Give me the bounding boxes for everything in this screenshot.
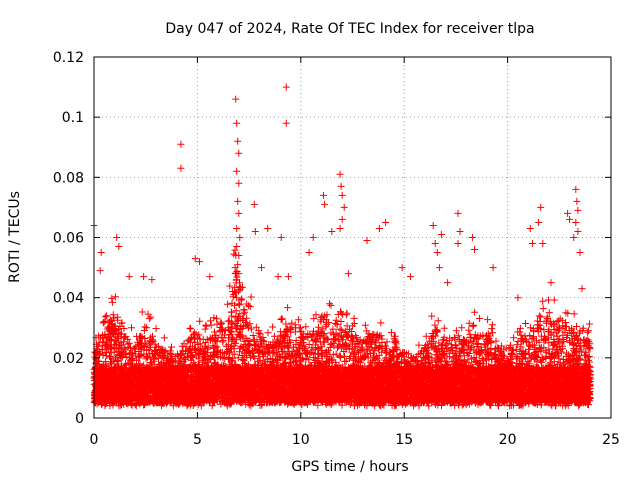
y-tick-label: 0.08 [53,170,84,186]
y-axis-label: ROTI / TECUs [7,191,23,283]
x-tick-label: 25 [602,432,620,448]
y-tick-label: 0.12 [53,50,84,66]
x-tick-label: 0 [90,432,99,448]
x-tick-label: 5 [193,432,202,448]
y-tick-label: 0.02 [53,351,84,367]
y-tick-label: 0.06 [53,231,84,247]
y-tick-label: 0.1 [62,110,84,126]
chart-title: Day 047 of 2024, Rate Of TEC Index for r… [165,21,534,37]
axis-ticks: 0 5 10 15 20 25 0 0.02 0.04 0.06 0.08 0.1 0.12 [53,50,620,448]
x-axis-label: GPS time / hours [291,459,408,475]
x-tick-label: 20 [499,432,517,448]
y-tick-label: 0 [75,411,84,427]
y-tick-label: 0.04 [53,291,84,307]
x-tick-label: 15 [395,432,413,448]
x-tick-label: 10 [292,432,310,448]
